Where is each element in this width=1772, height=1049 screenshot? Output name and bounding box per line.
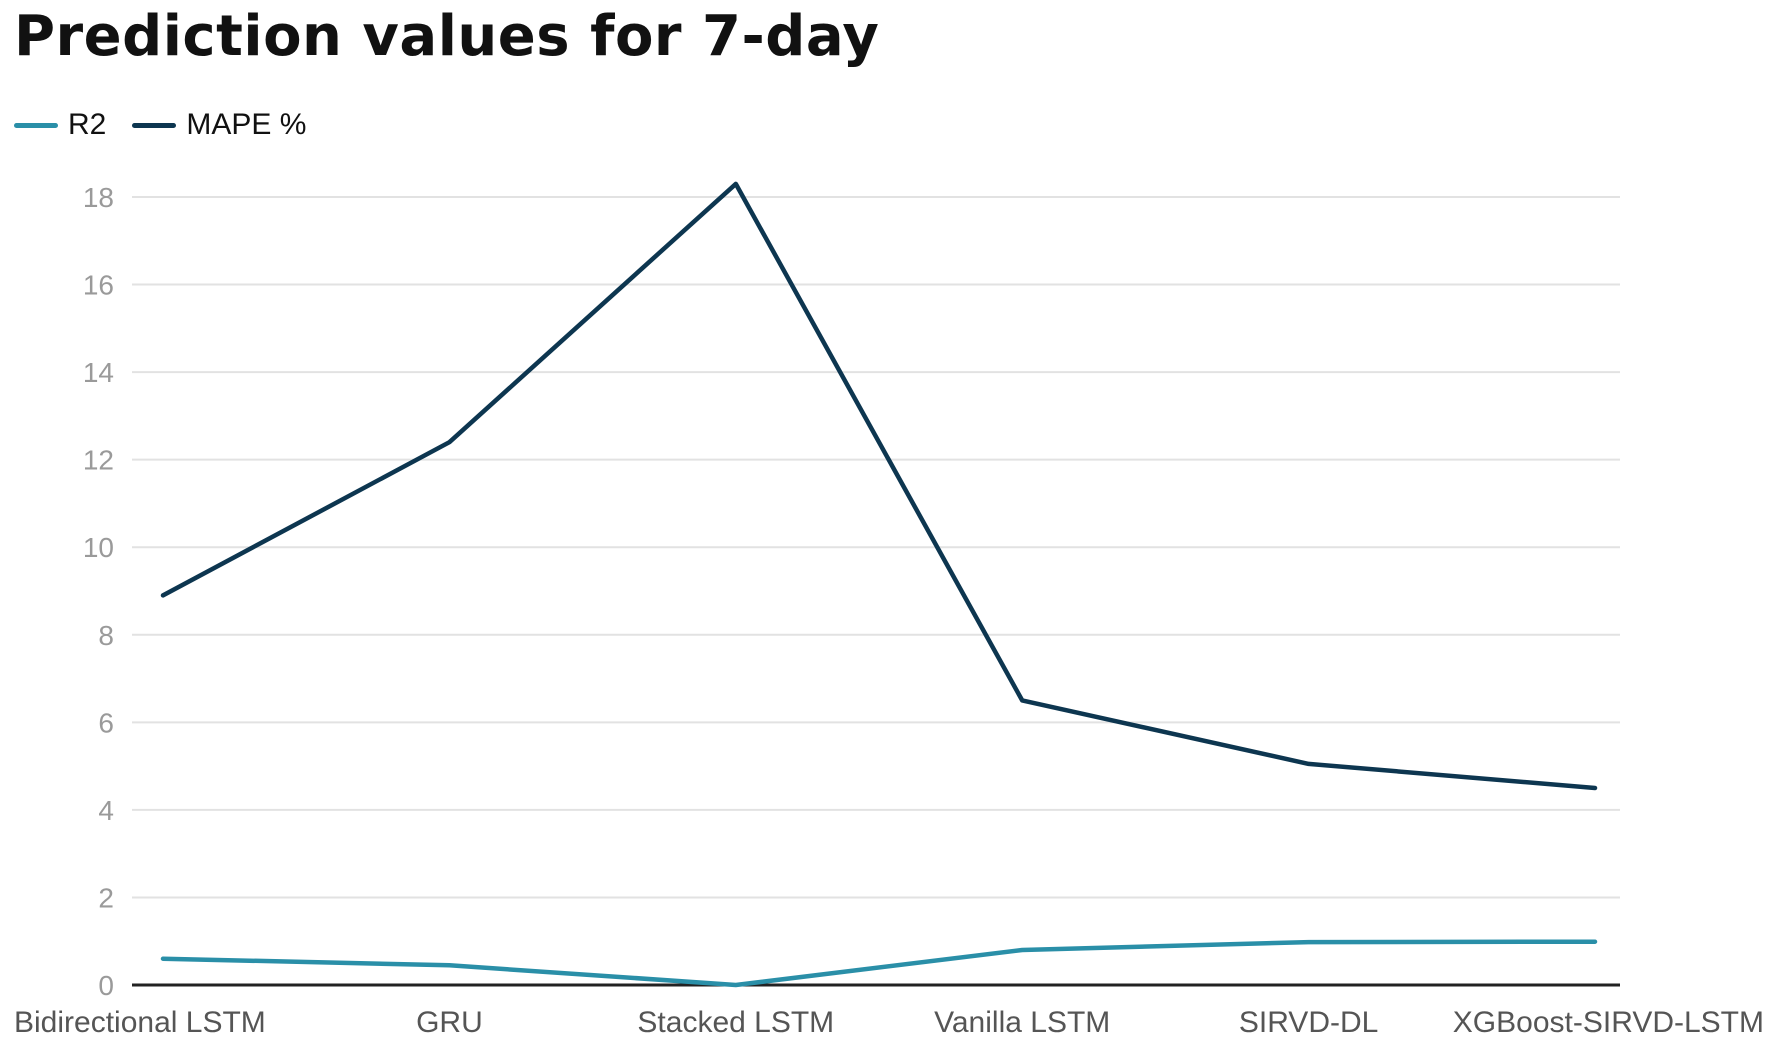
legend-item-mape: MAPE % bbox=[132, 108, 306, 142]
y-tick-label: 2 bbox=[98, 882, 114, 913]
y-axis-ticks: 0 2 4 6 8 10 12 14 16 18 bbox=[83, 182, 114, 1001]
y-tick-label: 14 bbox=[83, 357, 114, 388]
x-tick-label: Bidirectional LSTM bbox=[14, 1006, 266, 1039]
x-tick-label: SIRVD-DL bbox=[1239, 1006, 1378, 1039]
legend-swatch-r2 bbox=[14, 122, 58, 128]
series-line-mape bbox=[160, 181, 1598, 791]
legend-swatch-mape bbox=[132, 122, 177, 128]
series-line-r2 bbox=[160, 939, 1598, 988]
series-lines bbox=[160, 181, 1598, 988]
legend-item-r2: R2 bbox=[14, 108, 106, 142]
legend-label-r2: R2 bbox=[68, 108, 107, 141]
x-tick-label: Stacked LSTM bbox=[637, 1006, 834, 1039]
y-tick-label: 16 bbox=[83, 270, 114, 301]
chart-legend: R2 MAPE % bbox=[14, 108, 332, 142]
x-axis-ticks: Bidirectional LSTM GRU Stacked LSTM Vanilla… bbox=[14, 1006, 1764, 1039]
y-tick-label: 0 bbox=[98, 970, 114, 1001]
y-tick-label: 10 bbox=[83, 532, 114, 563]
grid-lines bbox=[132, 196, 1620, 899]
x-tick-label: Vanilla LSTM bbox=[934, 1006, 1110, 1039]
x-tick-label: GRU bbox=[416, 1006, 483, 1039]
y-tick-label: 8 bbox=[98, 620, 114, 651]
y-tick-label: 18 bbox=[83, 182, 114, 213]
legend-label-mape: MAPE % bbox=[186, 108, 307, 141]
y-tick-label: 4 bbox=[98, 795, 114, 826]
x-tick-label: XGBoost-SIRVD-LSTM bbox=[1453, 1006, 1764, 1039]
y-tick-label: 6 bbox=[98, 707, 114, 738]
y-tick-label: 12 bbox=[83, 445, 114, 476]
chart-title: Prediction values for 7-day bbox=[14, 4, 880, 69]
